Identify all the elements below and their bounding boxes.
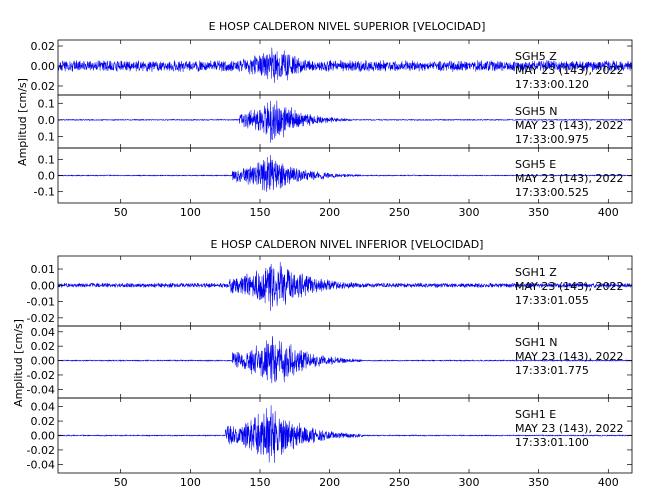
- channel-label: SGH5 N: [515, 105, 558, 118]
- top-figure-title: E HOSP CALDERON NIVEL SUPERIOR [VELOCIDA…: [209, 20, 486, 33]
- x-tick-label: 250: [389, 476, 410, 489]
- y-tick-label: 0.00: [31, 430, 56, 443]
- channel-start-time: 17:33:01.775: [515, 364, 589, 377]
- x-tick-label: 350: [528, 476, 549, 489]
- bottom-y-axis-label: Amplitud [cm/s]: [12, 319, 25, 407]
- y-tick-label: -0.02: [27, 369, 55, 382]
- x-tick-label: 300: [458, 206, 479, 219]
- waveform-trace: [57, 335, 633, 384]
- channel-start-time: 17:33:01.100: [515, 436, 589, 449]
- channel-start-time: 17:33:00.975: [515, 133, 589, 146]
- channel-label: SGH1 Z: [515, 266, 557, 279]
- y-tick-label: -0.02: [27, 444, 55, 457]
- channel-date: MAY 23 (143), 2022: [515, 119, 623, 132]
- channel-label: SGH5 Z: [515, 50, 557, 63]
- y-tick-label: 0.00: [31, 60, 56, 73]
- waveform-trace: [57, 47, 633, 83]
- x-tick-label: 150: [250, 206, 271, 219]
- x-tick-label: 250: [389, 206, 410, 219]
- channel-date: MAY 23 (143), 2022: [515, 422, 623, 435]
- y-tick-label: 0.00: [31, 279, 56, 292]
- top-y-axis-label: Amplitud [cm/s]: [16, 78, 29, 166]
- x-tick-label: 300: [458, 476, 479, 489]
- y-tick-label: 0.0: [38, 170, 56, 183]
- channel-date: MAY 23 (143), 2022: [515, 350, 623, 363]
- channel-date: MAY 23 (143), 2022: [515, 172, 623, 185]
- y-tick-label: 0.1: [38, 153, 56, 166]
- y-tick-label: 0.02: [31, 40, 56, 53]
- channel-label: SGH1 E: [515, 408, 556, 421]
- channel-label: SGH1 N: [515, 336, 558, 349]
- x-tick-label: 50: [114, 206, 128, 219]
- y-tick-label: 0.02: [31, 340, 56, 353]
- channel-start-time: 17:33:00.525: [515, 186, 589, 199]
- channel-date: MAY 23 (143), 2022: [515, 64, 623, 77]
- y-tick-label: -0.01: [27, 296, 55, 309]
- channel-start-time: 17:33:00.120: [515, 78, 589, 91]
- y-tick-label: 0.02: [31, 80, 56, 93]
- channel-start-time: 17:33:01.055: [515, 294, 589, 307]
- y-tick-label: 0.00: [31, 355, 56, 368]
- waveform-trace: [57, 154, 633, 192]
- y-tick-label: 0.0: [38, 114, 56, 127]
- x-tick-label: 400: [598, 476, 619, 489]
- bottom-figure-title: E HOSP CALDERON NIVEL INFERIOR [VELOCIDA…: [211, 238, 484, 251]
- y-tick-label: -0.1: [34, 186, 55, 199]
- x-tick-label: 150: [250, 476, 271, 489]
- y-tick-label: -0.02: [27, 312, 55, 325]
- channel-label: SGH5 E: [515, 158, 556, 171]
- x-tick-label: 50: [114, 476, 128, 489]
- waveform-trace: [57, 100, 633, 143]
- channel-date: MAY 23 (143), 2022: [515, 280, 623, 293]
- x-tick-label: 400: [598, 206, 619, 219]
- y-tick-label: 0.04: [31, 326, 56, 339]
- y-tick-label: 0.02: [31, 415, 56, 428]
- y-tick-label: -0.04: [27, 383, 55, 396]
- x-tick-label: 350: [528, 206, 549, 219]
- x-tick-label: 100: [180, 476, 201, 489]
- y-tick-label: -0.04: [27, 458, 55, 471]
- waveform-trace: [57, 261, 633, 312]
- y-tick-label: 0.04: [31, 401, 56, 414]
- x-tick-label: 200: [319, 206, 340, 219]
- y-tick-label: 0.01: [31, 263, 56, 276]
- x-tick-label: 200: [319, 476, 340, 489]
- y-tick-label: 0.1: [38, 130, 56, 143]
- x-tick-label: 100: [180, 206, 201, 219]
- waveform-trace: [57, 405, 633, 463]
- y-tick-label: 0.1: [38, 97, 56, 110]
